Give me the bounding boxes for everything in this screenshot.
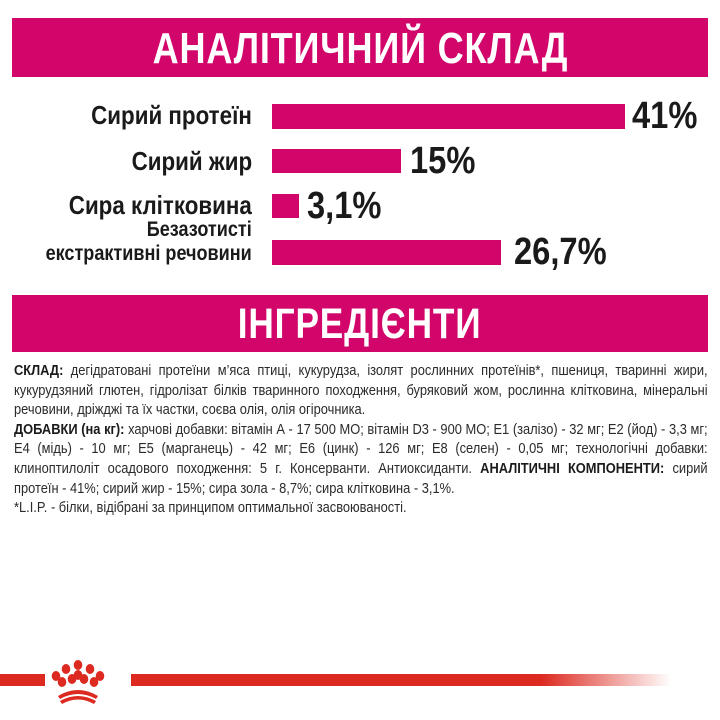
royal-canin-crown-icon (51, 660, 105, 704)
components-label: АНАЛІТИЧНІ КОМПОНЕНТИ: (480, 459, 665, 477)
composition-label: СКЛАД: (14, 362, 64, 379)
row-label: Сирий жир (131, 146, 252, 176)
row-value: 3,1% (307, 185, 382, 227)
additives-text: харчові добавки: вітамін А - 17 500 МО; … (14, 420, 708, 477)
composition-text: дегідратовані протеїни м’яса птиці, куку… (14, 362, 708, 419)
ingredients-title-banner: ІНГРЕДІЄНТИ (12, 295, 708, 352)
bar-fat (272, 149, 401, 173)
ingredients-title: ІНГРЕДІЄНТИ (238, 300, 482, 348)
row-label-line2: екстрактивні речовини (45, 242, 252, 265)
row-value: 15% (410, 140, 476, 182)
composition-paragraph: СКЛАД: дегідратовані протеїни м’яса птиц… (14, 361, 708, 420)
footer-line-left (0, 674, 45, 686)
row-label-line1: Безазотисті (146, 218, 252, 241)
footer-line-right (131, 674, 671, 686)
bar-nfe (272, 240, 501, 265)
additives-paragraph: ДОБАВКИ (на кг): харчові добавки: вітамі… (14, 420, 708, 498)
bar-protein (272, 104, 625, 129)
analytics-title: АНАЛІТИЧНИЙ СКЛАД (152, 24, 568, 73)
components-text: сирий протеїн - 41%; сирий жир - 15%; си… (14, 459, 708, 497)
bar-fiber (272, 194, 299, 218)
row-value: 41% (632, 95, 698, 137)
row-label: Сира клітковина (68, 190, 252, 220)
row-value: 26,7% (514, 231, 607, 273)
analytics-title-banner: АНАЛІТИЧНИЙ СКЛАД (12, 18, 708, 77)
row-label: Безазотисті екстрактивні речовини (46, 218, 252, 266)
ingredients-text: СКЛАД: дегідратовані протеїни м’яса птиц… (14, 361, 708, 518)
additives-label: ДОБАВКИ (на кг): (14, 420, 125, 438)
footnote: *L.I.P. - білки, відібрані за принципом … (14, 499, 407, 517)
row-label: Сирий протеїн (91, 100, 252, 130)
